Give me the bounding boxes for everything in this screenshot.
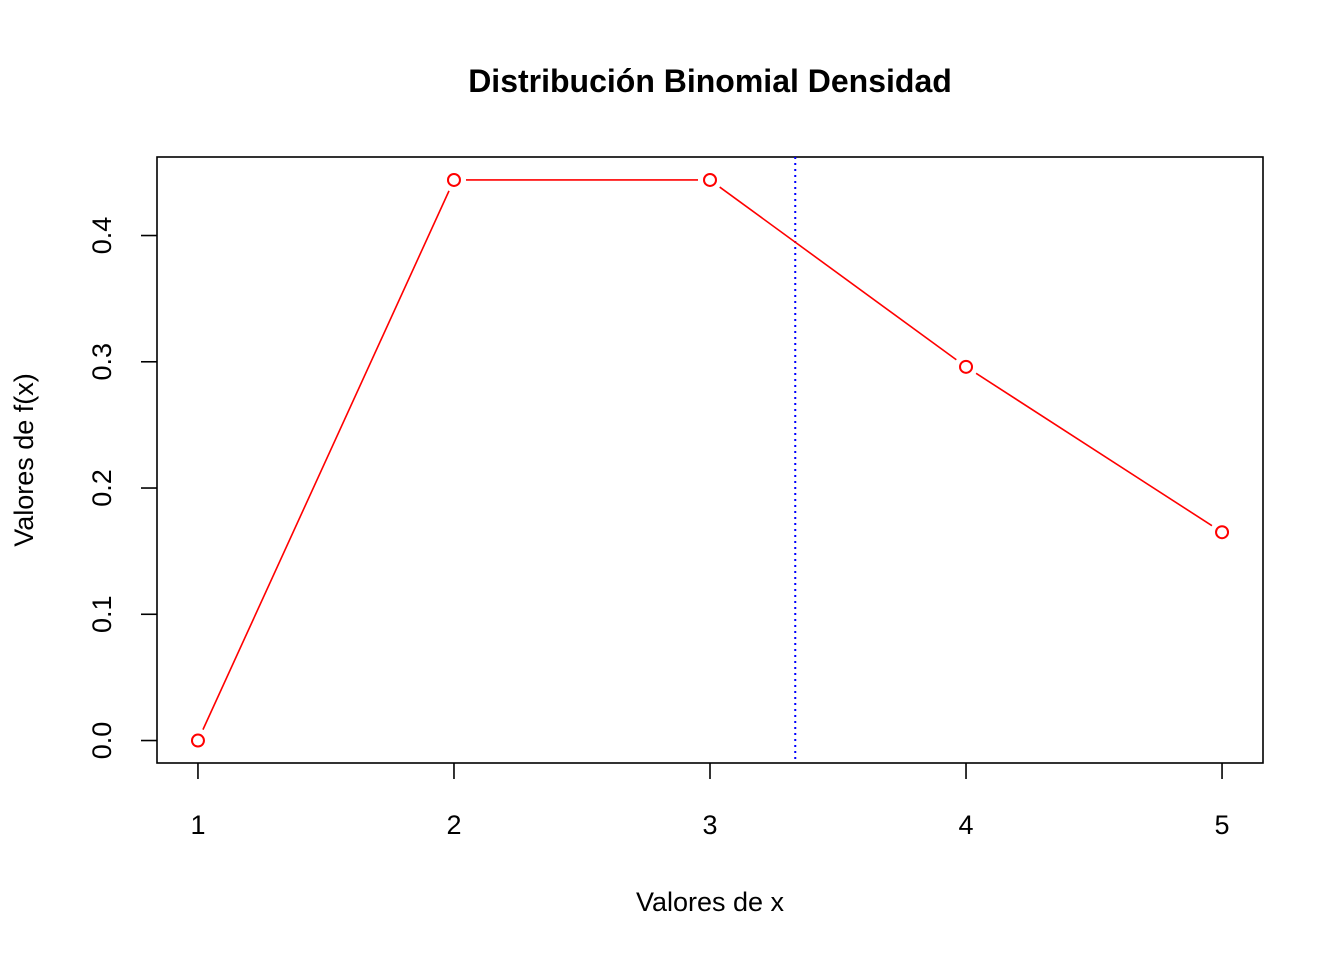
- x-axis: 1 2 3 4 5: [190, 763, 1230, 840]
- data-point: [703, 172, 717, 187]
- data-point: [1215, 525, 1230, 540]
- data-point: [190, 733, 205, 748]
- y-tick-label: 0.3: [87, 343, 117, 381]
- x-tick-label: 5: [1215, 810, 1230, 840]
- series-line-segment: [975, 372, 1213, 527]
- y-tick-label: 0.0: [87, 722, 117, 760]
- series-group: [190, 172, 1230, 748]
- x-tick-label: 3: [702, 810, 717, 840]
- y-tick-label: 0.4: [87, 217, 117, 255]
- x-tick-label: 1: [190, 810, 205, 840]
- data-point: [446, 172, 461, 187]
- x-tick-label: 2: [446, 810, 461, 840]
- x-axis-label: Valores de x: [636, 887, 785, 917]
- x-tick-label: 4: [959, 810, 974, 840]
- y-axis-label: Valores de f(x): [9, 373, 39, 547]
- y-tick-label: 0.2: [87, 469, 117, 507]
- chart-title: Distribución Binomial Densidad: [468, 63, 952, 99]
- y-tick-label: 0.1: [87, 596, 117, 634]
- plot-frame: [156, 156, 1264, 764]
- y-axis: 0.0 0.1 0.2 0.3 0.4: [87, 217, 157, 760]
- data-point: [959, 359, 974, 374]
- series-line-segment: [719, 186, 957, 361]
- series-line-segment: [202, 190, 450, 730]
